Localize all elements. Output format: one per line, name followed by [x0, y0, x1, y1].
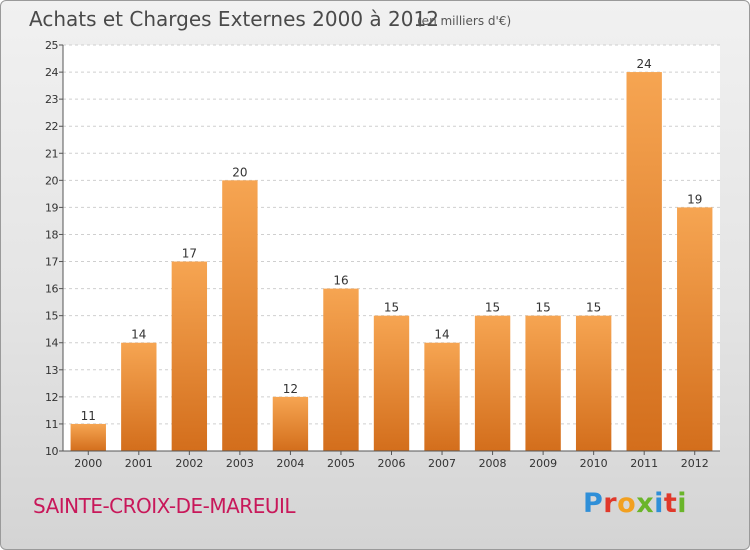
- x-tick-label: 2004: [276, 457, 304, 470]
- y-tick-label: 22: [45, 120, 58, 133]
- y-tick-label: 16: [45, 283, 58, 296]
- x-tick-label: 2000: [74, 457, 102, 470]
- proxiti-logo: Proxiti: [583, 488, 687, 519]
- logo-letter: x: [636, 488, 655, 519]
- data-label: 14: [131, 328, 146, 342]
- x-tick-label: 2011: [630, 457, 658, 470]
- data-label: 17: [182, 247, 197, 261]
- bars: 11 14 17 20 12 16 15 14 15 15 15 24 19: [70, 57, 713, 452]
- bar-2008: [474, 315, 511, 451]
- y-tick-label: 15: [45, 310, 58, 323]
- data-label: 12: [283, 382, 298, 396]
- data-label: 20: [232, 165, 247, 179]
- logo-letter: i: [677, 488, 688, 519]
- y-tick-label: 20: [45, 174, 58, 187]
- y-tick-label: 25: [45, 39, 58, 52]
- x-tick-label: 2010: [580, 457, 608, 470]
- logo-letter: P: [583, 488, 604, 519]
- y-tick-label: 11: [45, 418, 58, 431]
- x-tick-label: 2001: [125, 457, 153, 470]
- y-tick-label: 14: [45, 337, 58, 350]
- x-tick-label: 2012: [681, 457, 709, 470]
- logo-letter: o: [617, 488, 637, 519]
- y-tick-label: 12: [45, 391, 58, 404]
- y-tick-label: 24: [45, 66, 58, 79]
- x-tick-label: 2003: [226, 457, 254, 470]
- y-tick-label: 13: [45, 364, 58, 377]
- data-label: 11: [81, 409, 96, 423]
- bar-2010: [575, 315, 612, 451]
- x-tick-label: 2008: [479, 457, 507, 470]
- data-label: 19: [687, 192, 702, 206]
- bar-2006: [373, 315, 410, 451]
- chart-title: Achats et Charges Externes 2000 à 2012: [29, 7, 439, 31]
- commune-name: SAINTE-CROIX-DE-MAREUIL: [33, 494, 296, 518]
- x-tick-label: 2005: [327, 457, 355, 470]
- logo-letter: i: [654, 488, 664, 519]
- x-tick-label: 2002: [175, 457, 203, 470]
- x-tick-label: 2006: [378, 457, 406, 470]
- y-tick-label: 23: [45, 93, 58, 106]
- bar-2007: [424, 342, 460, 451]
- bar-2012: [677, 207, 713, 451]
- data-label: 15: [384, 301, 399, 315]
- logo-letter: r: [603, 488, 618, 519]
- x-tick-label: 2007: [428, 457, 456, 470]
- bar-2003: [222, 180, 258, 452]
- logo-letter: t: [663, 488, 678, 519]
- bar-2000: [70, 423, 106, 451]
- y-tick-label: 21: [45, 147, 58, 160]
- bar-2001: [121, 342, 157, 451]
- bar-2009: [525, 315, 561, 451]
- bar-2002: [171, 261, 208, 451]
- bar-2011: [626, 72, 662, 452]
- bar-2004: [272, 396, 309, 451]
- x-tick-label: 2009: [529, 457, 557, 470]
- y-axis: 10 11 12 13 14 15 16 17 18 19 20 21 22 23 24 25: [45, 39, 63, 458]
- data-label: 16: [333, 274, 348, 288]
- data-label: 14: [434, 328, 449, 342]
- y-tick-label: 17: [45, 256, 58, 269]
- bar-2005: [323, 288, 359, 451]
- data-label: 24: [637, 57, 652, 71]
- x-axis: 2000 2001 2002 2003 2004 2005 2006 2007 2008 2009…: [74, 451, 709, 470]
- data-label: 15: [485, 301, 500, 315]
- y-tick-label: 19: [45, 201, 58, 214]
- y-tick-label: 18: [45, 228, 58, 241]
- data-label: 15: [586, 301, 601, 315]
- data-label: 15: [535, 301, 550, 315]
- y-tick-label: 10: [45, 445, 58, 458]
- chart-unit: (en milliers d'€): [417, 14, 512, 28]
